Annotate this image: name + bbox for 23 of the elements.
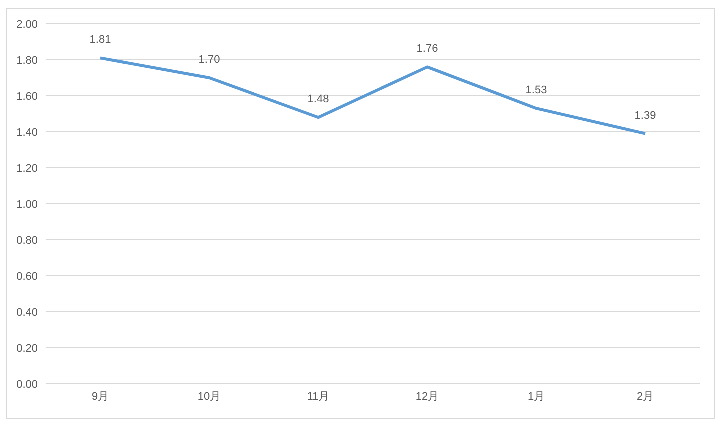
y-tick-label: 0.40 bbox=[16, 306, 38, 319]
y-tick-label: 1.60 bbox=[16, 90, 38, 103]
y-tick-label: 0.00 bbox=[16, 378, 38, 391]
y-tick-label: 0.60 bbox=[16, 270, 38, 283]
x-tick-label: 1月 bbox=[528, 390, 546, 403]
y-tick-label: 1.40 bbox=[16, 126, 38, 139]
y-tick-label: 1.80 bbox=[16, 54, 38, 67]
x-tick-label: 10月 bbox=[198, 390, 222, 403]
x-tick-label: 9月 bbox=[92, 390, 110, 403]
data-label: 1.81 bbox=[90, 34, 112, 46]
x-tick-label: 12月 bbox=[416, 390, 440, 403]
y-tick-label: 0.20 bbox=[16, 342, 38, 355]
y-tick-label: 1.20 bbox=[16, 162, 38, 175]
data-label: 1.76 bbox=[416, 43, 438, 56]
y-tick-label: 0.80 bbox=[16, 234, 38, 247]
data-label: 1.39 bbox=[634, 110, 656, 122]
x-tick-label: 2月 bbox=[636, 390, 654, 403]
y-tick-label: 2.00 bbox=[16, 18, 38, 31]
x-tick-label: 11月 bbox=[307, 390, 330, 403]
data-label: 1.70 bbox=[198, 54, 220, 66]
data-label: 1.48 bbox=[308, 94, 330, 106]
data-label: 1.53 bbox=[526, 84, 548, 97]
y-tick-label: 1.00 bbox=[16, 198, 38, 211]
